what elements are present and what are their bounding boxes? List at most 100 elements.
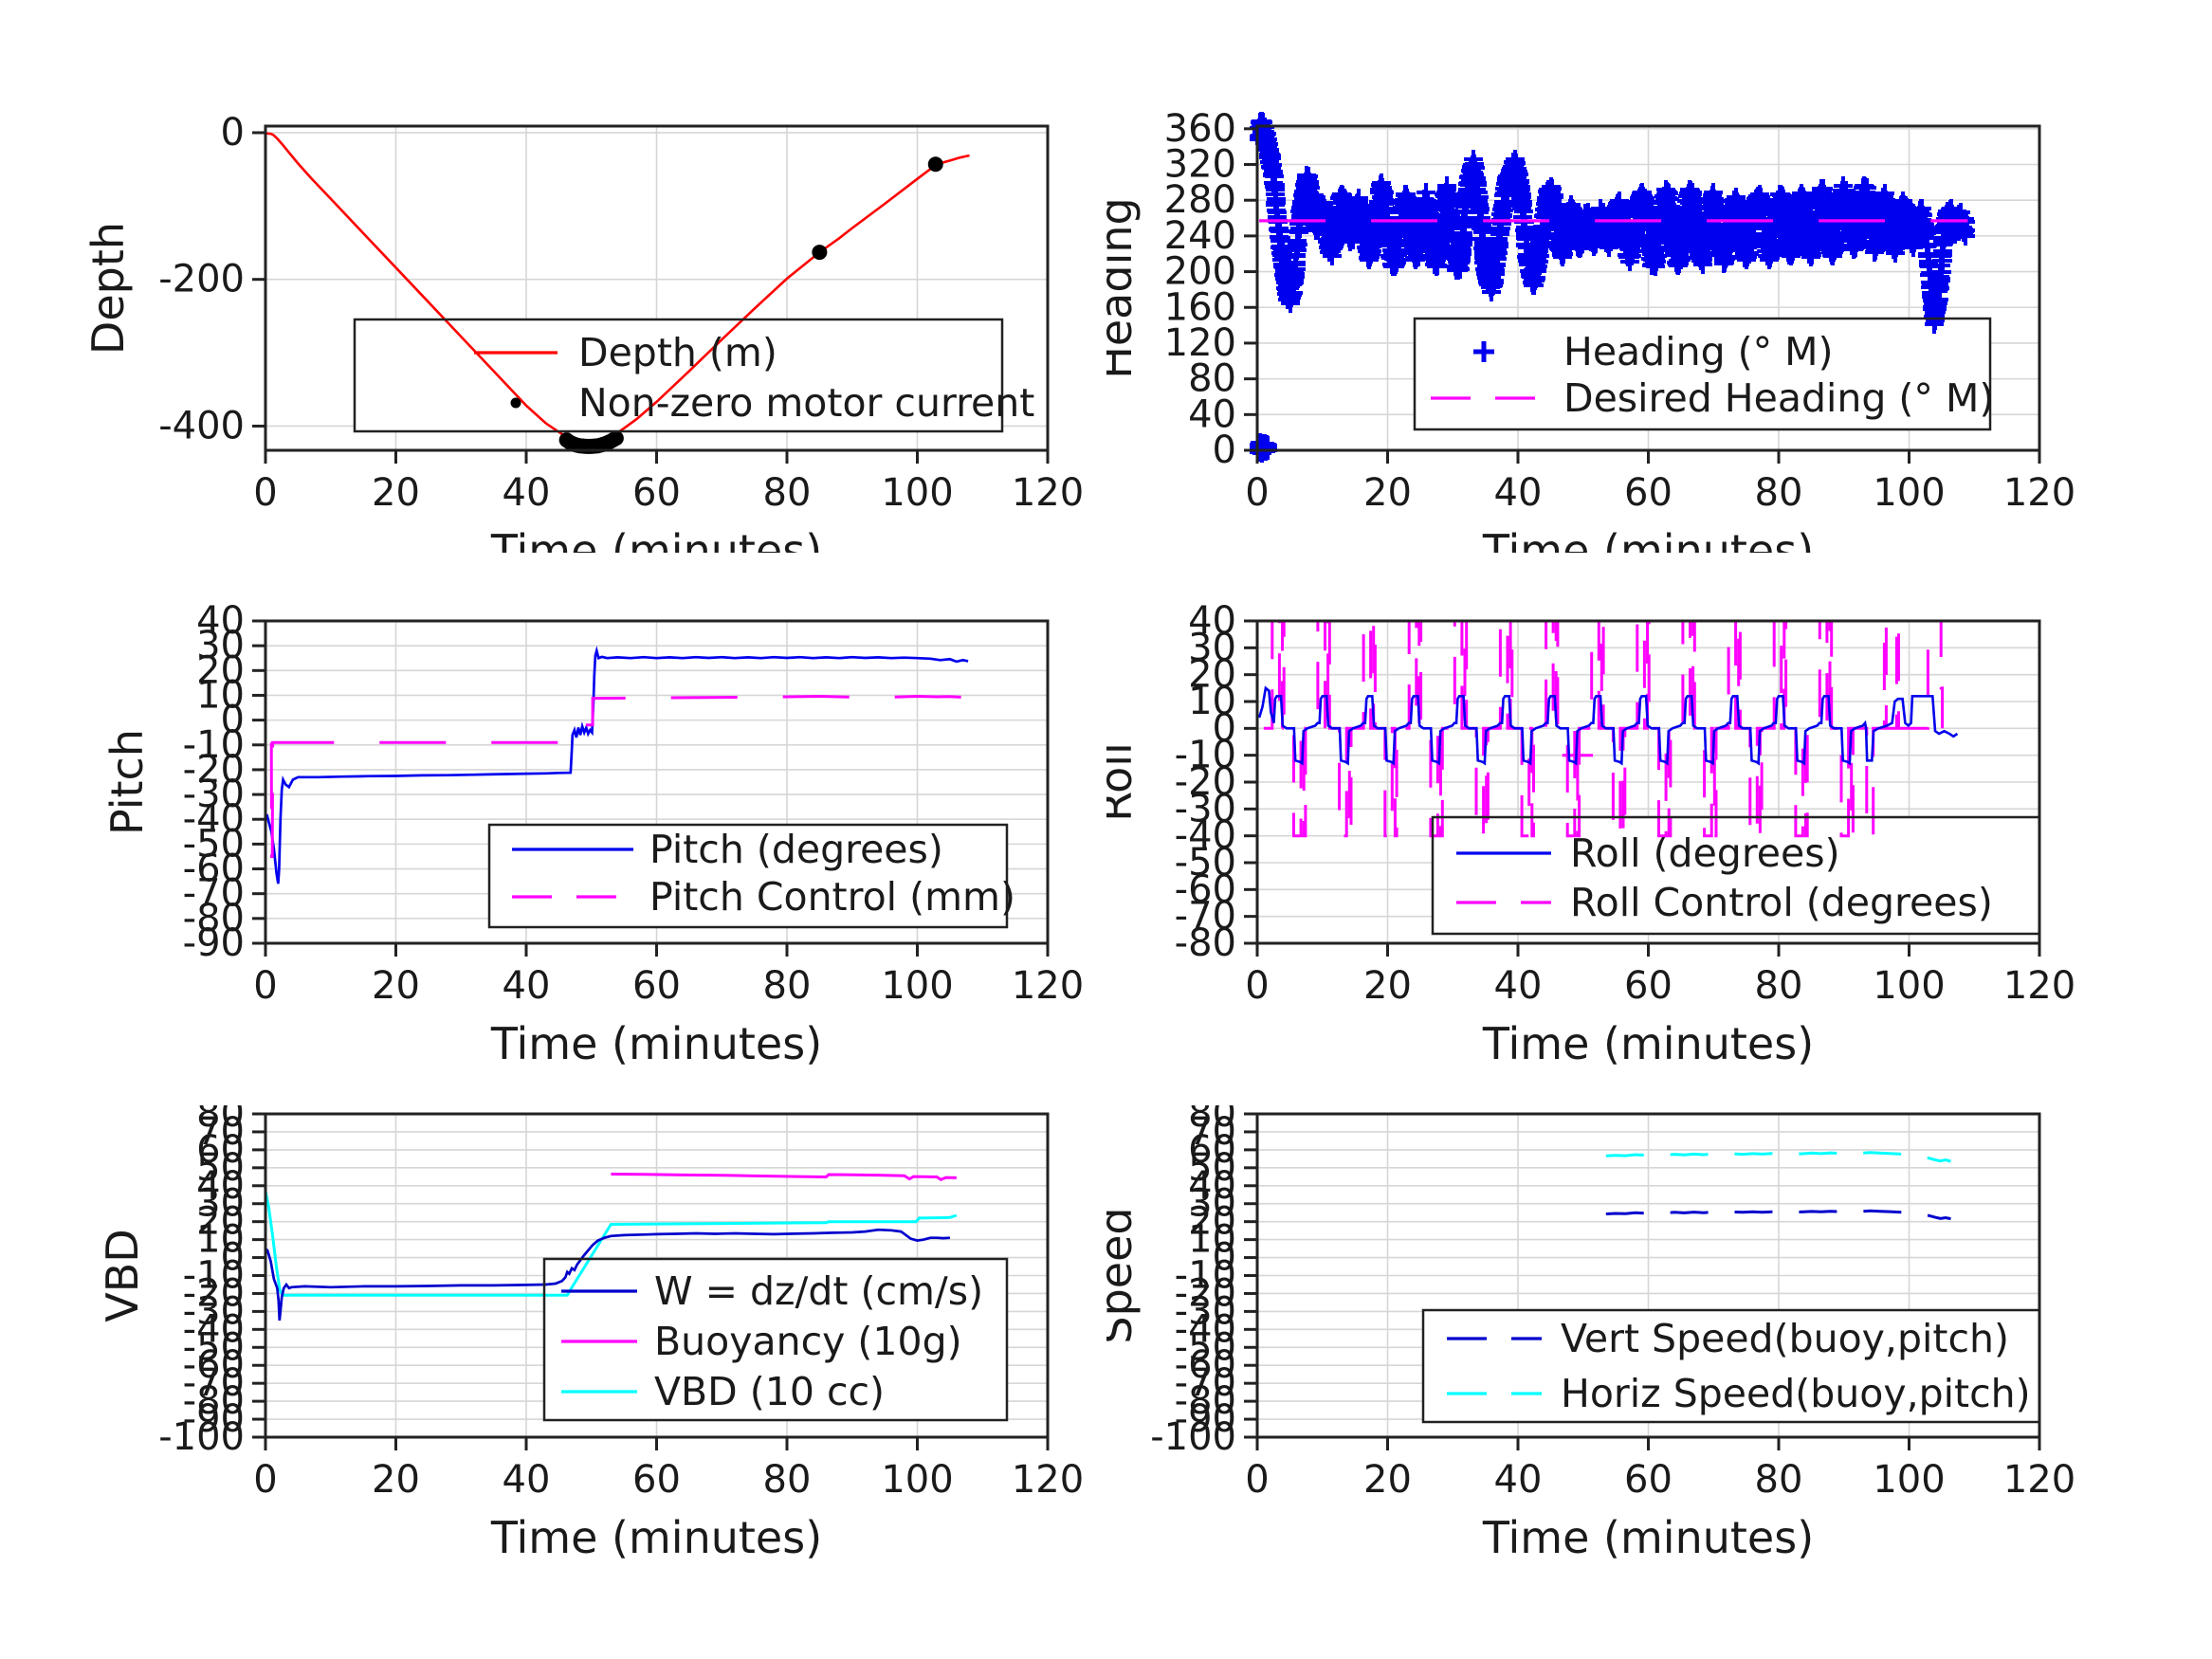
legend: Heading (° M)Desired Heading (° M): [1431, 329, 1994, 421]
x-tick-label: 100: [1873, 1458, 1945, 1502]
y-tick-label: -100: [158, 1415, 245, 1459]
buoyancy-line: [611, 1173, 957, 1181]
y-tick-label: -60: [183, 1343, 245, 1387]
legend-background: [489, 825, 1007, 927]
w-dzdt-line: [265, 1228, 950, 1322]
y-tick-label: -70: [183, 1361, 245, 1405]
y-tick-label: 200: [1164, 250, 1236, 294]
x-tick-label: 80: [763, 1458, 812, 1502]
legend-background: [1415, 319, 1990, 429]
heading-markers: [1250, 112, 1975, 334]
legend-sample-dot-marker: [510, 397, 521, 409]
x-tick-label: 0: [253, 964, 277, 1008]
y-tick-label: 80: [196, 1105, 245, 1136]
x-tick-label: 40: [1494, 964, 1543, 1008]
legend-label: Horiz Speed(buoy,pitch): [1561, 1371, 2031, 1416]
y-tick-label: -400: [158, 404, 245, 447]
x-tick-label: 120: [1012, 471, 1084, 515]
tick-labels: 0 20 40 60 80 100 1203603202802402001601208040…: [1164, 107, 2076, 515]
x-tick-label: 40: [503, 964, 551, 1008]
x-tick-label: 120: [2003, 471, 2075, 515]
x-tick-label: 0: [1245, 964, 1269, 1008]
y-tick-label: -40: [1175, 814, 1236, 858]
y-tick-label: 70: [196, 1110, 245, 1154]
y-tick-label: 10: [196, 1218, 245, 1262]
y-tick-label: -80: [183, 1379, 245, 1423]
y-tick-label: 50: [196, 1146, 245, 1190]
y-tick-label: -10: [1175, 734, 1236, 777]
y-tick-label: 0: [1213, 706, 1236, 750]
y-tick-label: -30: [183, 773, 245, 816]
y-tick-label: -50: [183, 822, 245, 866]
x-tick-label: 20: [1363, 471, 1412, 515]
x-tick-label: 60: [632, 964, 681, 1008]
legend-box: [1413, 317, 1992, 431]
chart-vbd: W = dz/dt (cm/s) Buoyancy (10g) VBD (10 cc…: [97, 1105, 1084, 1563]
y-tick-label: 40: [1188, 1164, 1236, 1208]
tick-labels: 0 20 40 60 80 100 120403020100-10-20-30-40-50-…: [1175, 599, 2076, 1008]
y-tick-label: -60: [1175, 867, 1236, 911]
x-tick-label: 100: [1873, 471, 1945, 515]
y-tick-label: 50: [1188, 1146, 1236, 1190]
series-group: [1250, 112, 1975, 463]
legend-box: [353, 318, 1004, 433]
y-tick-label: 20: [1188, 1200, 1236, 1244]
legend-sample-plus-marker: [1473, 341, 1494, 362]
y-tick-label: -50: [1175, 1325, 1236, 1369]
legend: Depth (m) Non-zero motor current: [474, 330, 1034, 426]
x-tick-label: 60: [1624, 471, 1673, 515]
x-tick-label: 120: [2003, 964, 2075, 1008]
y-tick-label: 0: [1213, 428, 1236, 472]
y-tick-label: -20: [1175, 1271, 1236, 1315]
tick-marks: [252, 619, 1050, 957]
y-axis-label: Speed: [1106, 1207, 1142, 1343]
legend: Roll (degrees)Roll Control (degrees): [1456, 830, 1993, 925]
x-tick-label: 120: [1012, 1458, 1084, 1502]
legend-label: Heading (° M): [1563, 329, 1834, 374]
y-tick-label: 0: [1213, 1236, 1236, 1280]
chart-roll: Roll (degrees)Roll Control (degrees) 0 20 4…: [1106, 599, 2076, 1069]
y-tick-label: 40: [196, 599, 245, 643]
y-tick-label: -30: [1175, 1289, 1236, 1333]
y-tick-label: 30: [1188, 626, 1236, 669]
y-tick-label: 30: [1188, 1182, 1236, 1226]
y-tick-label: -100: [1150, 1415, 1236, 1459]
x-tick-label: 80: [763, 964, 812, 1008]
x-axis-label: Time (minutes): [1482, 1512, 1814, 1563]
legend-label: Depth (m): [578, 330, 777, 375]
y-tick-label: 40: [196, 1164, 245, 1208]
y-tick-label: -50: [1175, 841, 1236, 884]
legend: Pitch (degrees)Pitch Control (mm): [512, 827, 1015, 920]
legend-background: [1423, 1310, 2039, 1422]
x-tick-label: 80: [1755, 1458, 1803, 1502]
y-tick-label: -90: [183, 921, 245, 965]
x-axis-label: Time (minutes): [1482, 1018, 1814, 1069]
y-tick-label: -70: [1175, 1361, 1236, 1405]
tick-labels: 0 20 40 60 80 100 120 0 -200 -400: [158, 111, 1084, 515]
y-tick-label: 360: [1164, 107, 1236, 151]
y-tick-label: 10: [196, 673, 245, 717]
y-axis-label: Pitch: [101, 729, 153, 835]
y-tick-label: 60: [196, 1128, 245, 1172]
tick-marks: [1244, 127, 2041, 464]
legend-background: [544, 1259, 1007, 1420]
y-tick-label: -80: [183, 897, 245, 940]
x-tick-label: 40: [503, 1458, 551, 1502]
legend-box: [542, 1257, 1009, 1422]
x-tick-label: 100: [881, 964, 953, 1008]
x-tick-label: 20: [372, 471, 420, 515]
x-tick-label: 80: [1755, 471, 1803, 515]
x-axis-label: Time (minutes): [1482, 525, 1814, 553]
tick-labels: 0 20 40 60 80 100 12080706050403020100-10-20-3…: [158, 1105, 1084, 1502]
tick-marks: [252, 1112, 1050, 1450]
x-tick-label: 0: [253, 471, 277, 515]
y-tick-label: 30: [196, 624, 245, 667]
y-tick-label: 0: [221, 699, 245, 742]
y-tick-label: 320: [1164, 143, 1236, 187]
x-axis-label: Time (minutes): [490, 1018, 822, 1069]
y-tick-label: 10: [1188, 1218, 1236, 1262]
y-axis-label: Depth: [82, 222, 134, 355]
y-tick-label: 120: [1164, 321, 1236, 365]
y-tick-label: -70: [183, 872, 245, 916]
